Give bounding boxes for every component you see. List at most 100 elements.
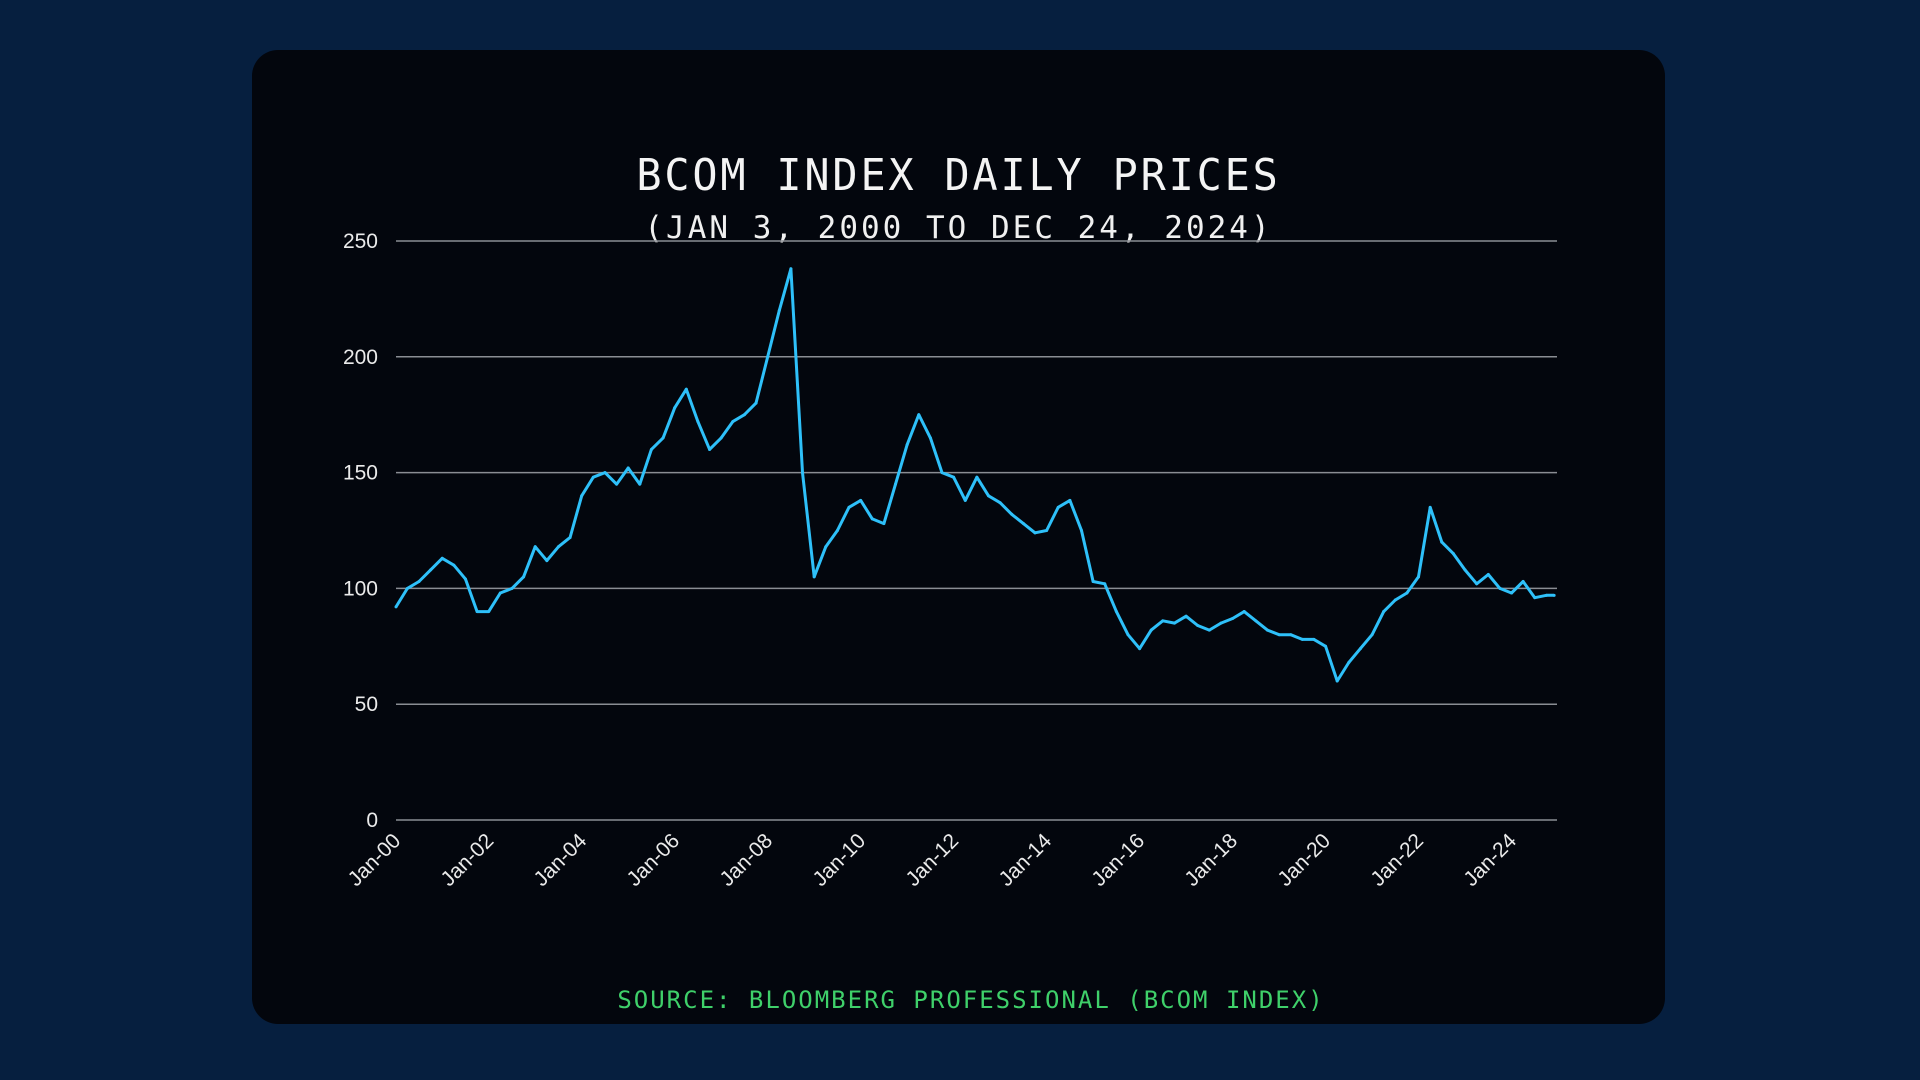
data-point xyxy=(1231,617,1235,621)
data-point xyxy=(882,522,886,526)
data-point xyxy=(1463,568,1467,572)
x-tick-label: Jan-10 xyxy=(809,829,871,891)
data-point xyxy=(1544,593,1548,597)
data-point xyxy=(1393,598,1397,602)
data-point xyxy=(533,545,537,549)
data-point xyxy=(696,420,700,424)
data-point xyxy=(940,471,944,475)
data-point xyxy=(1498,586,1502,590)
data-point xyxy=(673,406,677,410)
y-tick-label: 200 xyxy=(343,346,378,369)
data-point xyxy=(1172,621,1176,625)
x-tick-label: Jan-18 xyxy=(1180,829,1242,891)
data-point xyxy=(1079,529,1083,532)
data-point xyxy=(859,498,863,502)
data-point xyxy=(1138,647,1142,651)
y-tick-label: 150 xyxy=(343,462,378,485)
data-point xyxy=(405,586,409,590)
data-point xyxy=(731,420,735,424)
data-point xyxy=(905,443,909,447)
data-point xyxy=(417,579,421,583)
data-point xyxy=(684,387,688,391)
x-tick-label: Jan-12 xyxy=(901,829,963,891)
data-point xyxy=(824,545,828,549)
data-point xyxy=(1475,582,1479,586)
data-point xyxy=(742,413,746,417)
data-point xyxy=(580,494,584,498)
data-point xyxy=(1312,637,1316,641)
data-point xyxy=(812,575,816,579)
data-point xyxy=(847,505,851,509)
data-point xyxy=(1324,644,1328,648)
data-point xyxy=(766,355,770,359)
data-point xyxy=(1103,582,1107,586)
data-point xyxy=(1091,579,1095,583)
data-point xyxy=(1056,505,1060,509)
data-point xyxy=(510,586,514,590)
y-tick-label: 0 xyxy=(366,809,378,832)
x-tick-label: Jan-08 xyxy=(716,829,778,891)
data-point xyxy=(1510,591,1514,595)
data-point xyxy=(1347,661,1351,665)
data-point xyxy=(801,471,805,475)
data-point xyxy=(1300,637,1304,641)
data-point xyxy=(777,308,781,312)
data-point xyxy=(1521,579,1525,583)
data-point xyxy=(556,545,560,549)
data-point xyxy=(1161,619,1165,623)
y-tick-label: 250 xyxy=(343,230,378,253)
data-point xyxy=(1045,529,1049,532)
data-point xyxy=(952,475,956,479)
data-point xyxy=(1114,610,1118,614)
data-point xyxy=(963,498,967,502)
price-line xyxy=(394,267,1555,683)
data-point xyxy=(487,610,491,614)
data-point xyxy=(1184,614,1188,618)
data-point xyxy=(440,556,444,560)
data-point xyxy=(1219,621,1223,625)
data-point xyxy=(1196,623,1200,627)
data-point xyxy=(1207,628,1211,632)
chart-card: BCOM INDEX DAILY PRICES (JAN 3, 2000 TO … xyxy=(252,50,1665,1024)
data-point xyxy=(1405,591,1409,595)
data-point xyxy=(1126,633,1130,637)
data-point xyxy=(661,436,665,440)
x-tick-label: Jan-00 xyxy=(344,829,406,891)
data-point xyxy=(463,577,467,581)
data-point xyxy=(987,494,991,498)
data-point xyxy=(638,482,642,486)
data-point xyxy=(789,267,793,271)
x-tick-label: Jan-20 xyxy=(1273,829,1335,891)
x-tick-label: Jan-14 xyxy=(994,829,1056,891)
data-point xyxy=(591,475,595,479)
chart-source: SOURCE: BLOOMBERG PROFESSIONAL (BCOM IND… xyxy=(617,986,1325,1014)
data-point xyxy=(1417,575,1421,579)
x-tick-label: Jan-16 xyxy=(1087,829,1149,891)
data-point xyxy=(1358,647,1362,651)
y-tick-label: 50 xyxy=(355,693,378,716)
data-point xyxy=(1033,531,1037,535)
data-point xyxy=(928,436,932,440)
data-point xyxy=(394,605,398,609)
x-tick-label: Jan-02 xyxy=(437,829,499,891)
x-tick-label: Jan-24 xyxy=(1459,829,1521,891)
data-point xyxy=(975,475,979,479)
data-point xyxy=(626,466,630,470)
data-point xyxy=(568,535,572,539)
data-point xyxy=(475,610,479,614)
data-point xyxy=(870,517,874,521)
data-point xyxy=(1277,633,1281,637)
x-tick-label: Jan-04 xyxy=(530,829,592,891)
data-point xyxy=(1486,573,1490,577)
data-point xyxy=(1533,596,1537,600)
data-point xyxy=(1335,679,1339,683)
data-point xyxy=(615,482,619,486)
x-tick-label: Jan-06 xyxy=(623,829,685,891)
data-point xyxy=(1289,633,1293,637)
data-point xyxy=(603,471,607,475)
data-point xyxy=(917,413,921,417)
data-point xyxy=(522,575,526,579)
data-point xyxy=(754,401,758,405)
data-point xyxy=(1451,552,1455,556)
data-point xyxy=(719,436,723,440)
